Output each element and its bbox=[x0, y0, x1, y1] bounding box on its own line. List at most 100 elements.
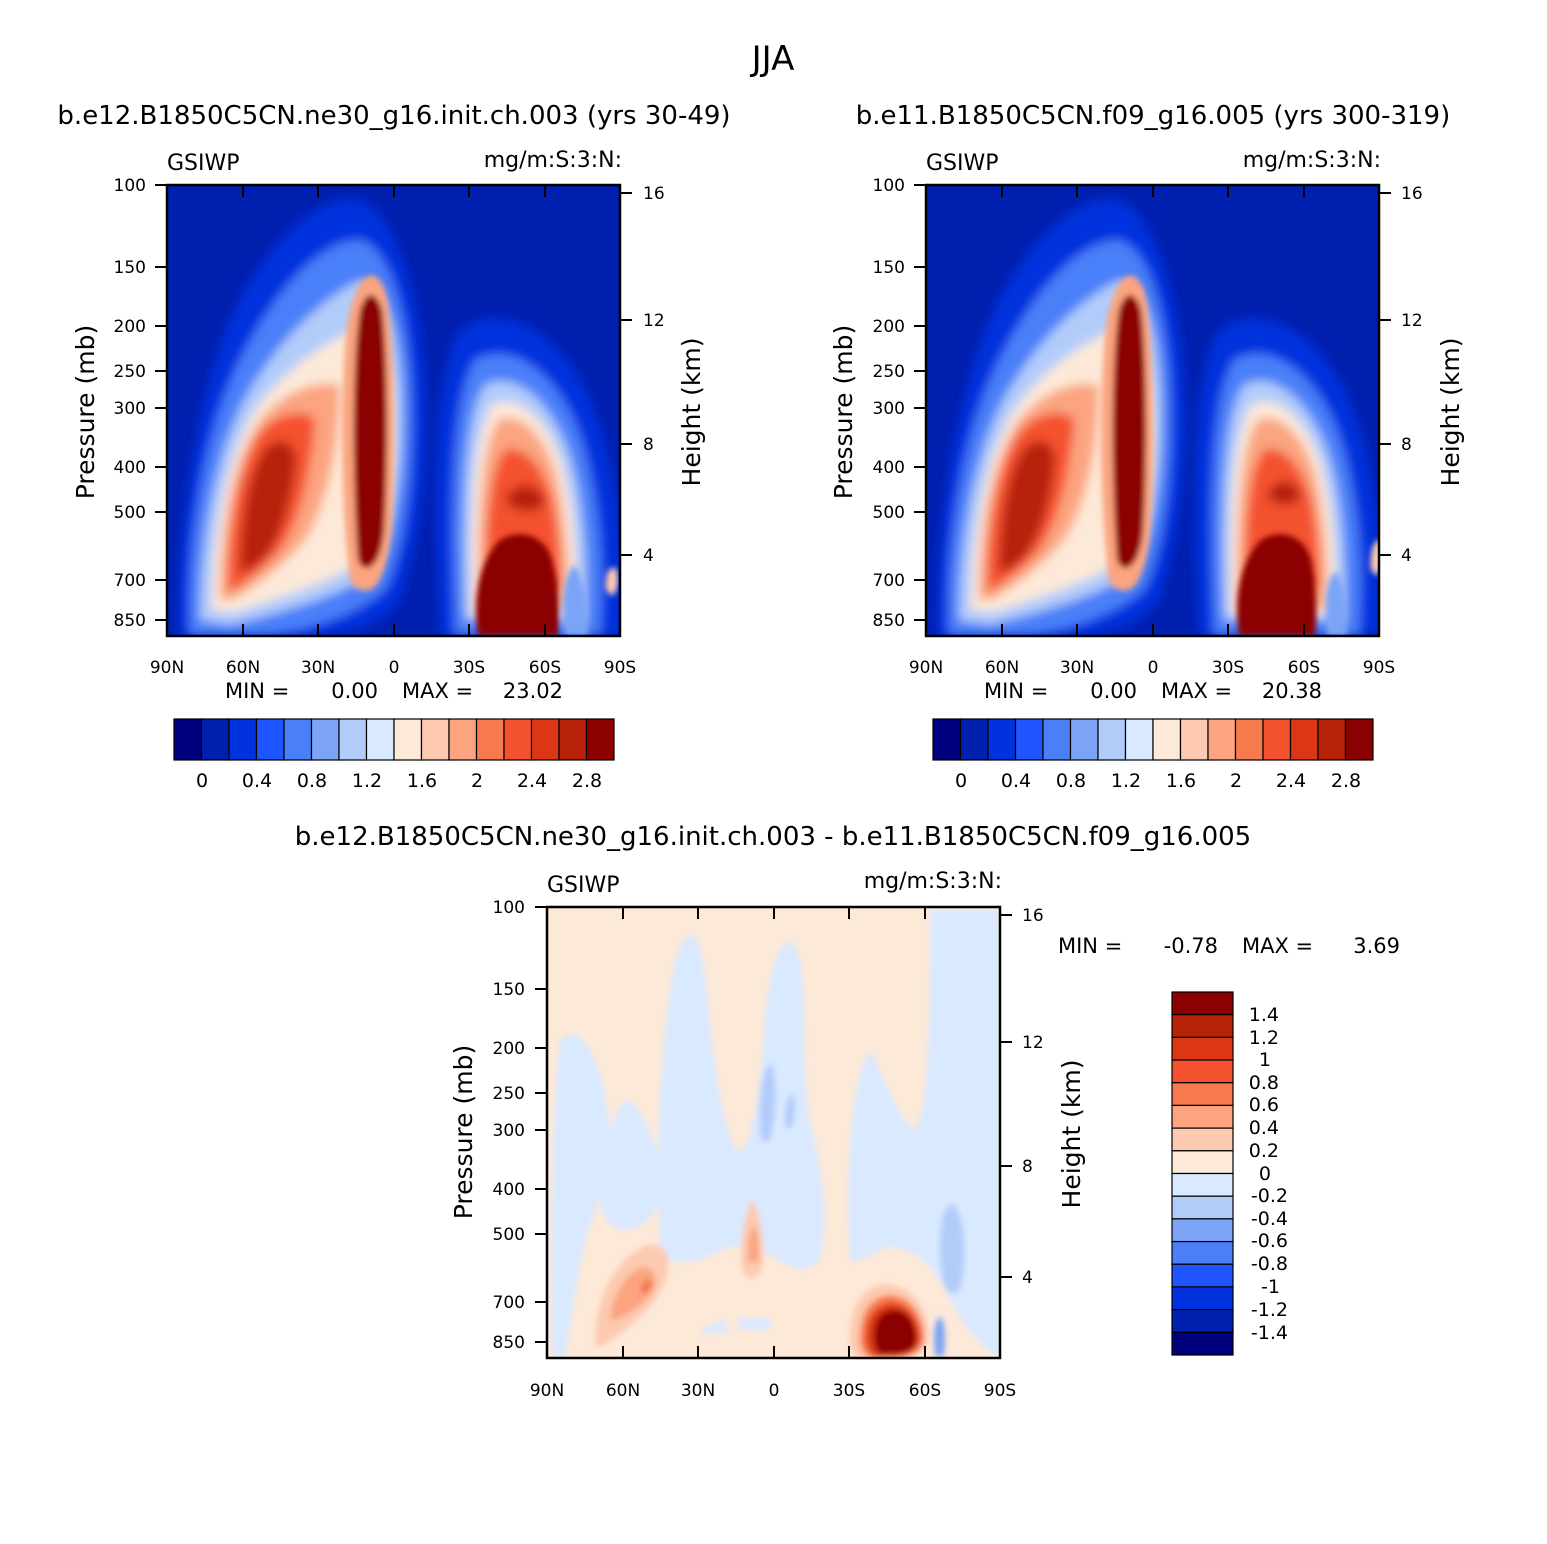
panel-1-ytick-label: 250 bbox=[114, 362, 146, 382]
panel-1-xtick-label: 30N bbox=[301, 658, 335, 678]
colorbar-swatch bbox=[1171, 1286, 1234, 1311]
panel-1-xtick-label: 0 bbox=[389, 658, 400, 678]
panel-3-colorbar-label: 0.6 bbox=[1249, 1094, 1279, 1116]
panel-3-plot-area bbox=[547, 907, 1000, 1358]
panel-3-colorbar-label: -0.6 bbox=[1251, 1230, 1288, 1252]
panel-1-y2tick-label: 12 bbox=[643, 311, 665, 331]
colorbar-swatch bbox=[1171, 1309, 1234, 1333]
colorbar-swatch bbox=[283, 718, 313, 761]
panel-2-ytick-label: 500 bbox=[873, 503, 905, 523]
panel-3-xtick-label: 30N bbox=[681, 1381, 715, 1401]
panel-3-pos-sh-1.4 bbox=[874, 1310, 916, 1354]
panel-3-xtick-label: 30S bbox=[833, 1381, 865, 1401]
panel-1-ylabel: Pressure (mb) bbox=[71, 325, 100, 499]
panel-2-units-label: mg/m:S:3:N: bbox=[1243, 148, 1381, 173]
panel-3-y2label: Height (km) bbox=[1057, 1060, 1086, 1209]
panel-3-colorbar-label: 0.2 bbox=[1249, 1140, 1279, 1162]
panel-2-colorbar-label: 1.2 bbox=[1111, 770, 1141, 792]
panel-1-y-axis: 100 150 200 250 300 400 500 700 850 Pres… bbox=[71, 176, 167, 631]
panel-2-level-2.8b bbox=[1267, 481, 1301, 505]
panel-1-colorbar-label: 2.8 bbox=[572, 770, 602, 792]
panel-1: b.e12.B1850C5CN.ne30_g16.init.ch.003 (yr… bbox=[57, 101, 730, 792]
page-title: JJA bbox=[750, 39, 795, 79]
colorbar-swatch bbox=[1171, 1263, 1234, 1288]
panel-3-ytick-label: 850 bbox=[493, 1333, 525, 1353]
panel-2-colorbar-label: 0.4 bbox=[1001, 770, 1031, 792]
colorbar-swatch bbox=[1234, 718, 1264, 761]
panel-3-ytick-label: 700 bbox=[493, 1293, 525, 1313]
panel-1-colorbar-label: 0.8 bbox=[297, 770, 327, 792]
panel-3-pos-trop-inner bbox=[747, 1225, 759, 1262]
panel-1-xtick-label: 60S bbox=[529, 658, 561, 678]
panel-3-min-label: MIN = bbox=[1058, 934, 1122, 958]
panel-3: b.e12.B1850C5CN.ne30_g16.init.ch.003 - b… bbox=[295, 822, 1400, 1401]
colorbar-swatch bbox=[173, 718, 203, 761]
colorbar-swatch bbox=[255, 718, 285, 761]
colorbar-swatch bbox=[1042, 718, 1072, 761]
colorbar-swatch bbox=[1171, 1331, 1234, 1356]
colorbar-swatch bbox=[1097, 718, 1127, 761]
panel-2-ytick-label: 700 bbox=[873, 571, 905, 591]
colorbar-swatch bbox=[1262, 718, 1292, 761]
panel-3-variable-label: GSIWP bbox=[547, 873, 620, 898]
colorbar-swatch bbox=[475, 718, 505, 761]
colorbar-swatch bbox=[987, 718, 1017, 761]
panel-2-y2-axis: 16 12 8 4 Height (km) bbox=[1379, 184, 1465, 566]
colorbar-swatch bbox=[1171, 1195, 1234, 1220]
colorbar-swatch bbox=[1069, 718, 1099, 761]
panel-3-max-label: MAX = bbox=[1242, 934, 1313, 958]
panel-1-sh-core bbox=[476, 534, 560, 636]
panel-3-colorbar-label: 1.4 bbox=[1249, 1004, 1279, 1026]
panel-2-y2label: Height (km) bbox=[1436, 338, 1465, 487]
panel-3-colorbar-label: -0.4 bbox=[1251, 1208, 1288, 1230]
panel-3-ytick-label: 150 bbox=[493, 980, 525, 1000]
panel-2-colorbar-label: 2.4 bbox=[1276, 770, 1306, 792]
panel-3-colorbar-label: 0 bbox=[1259, 1163, 1271, 1185]
panel-1-variable-label: GSIWP bbox=[167, 151, 240, 176]
colorbar-swatch bbox=[1179, 718, 1209, 761]
panel-3-colorbar bbox=[1171, 991, 1234, 1356]
panel-1-units-label: mg/m:S:3:N: bbox=[484, 148, 622, 173]
panel-3-xtick-label: 90S bbox=[984, 1381, 1016, 1401]
panel-3-neg-strip bbox=[700, 1318, 728, 1334]
panel-3-minmax: MIN = -0.78 MAX = 3.69 bbox=[1058, 934, 1400, 958]
panel-1-level-2.8b bbox=[505, 485, 545, 512]
panel-1-minmax: MIN = 0.00 MAX = 23.02 bbox=[225, 679, 563, 703]
colorbar-swatch bbox=[1171, 1218, 1234, 1243]
panel-3-neg-0.2-a bbox=[759, 1064, 776, 1142]
colorbar-swatch bbox=[1171, 1036, 1234, 1061]
colorbar-swatch bbox=[558, 718, 588, 761]
panel-1-colorbar-labels: 0 0.4 0.8 1.2 1.6 2 2.4 2.8 bbox=[196, 770, 602, 792]
colorbar-swatch bbox=[1152, 718, 1182, 761]
panel-3-pos-nh-inner bbox=[610, 1267, 656, 1320]
panel-2-ytick-label: 400 bbox=[873, 458, 905, 478]
panel-3-colorbar-label: 1.2 bbox=[1249, 1027, 1279, 1049]
colorbar-swatch bbox=[393, 718, 423, 761]
panel-3-units-label: mg/m:S:3:N: bbox=[864, 869, 1002, 894]
panel-3-y2tick-label: 8 bbox=[1022, 1157, 1033, 1177]
panel-2-colorbar-label: 1.6 bbox=[1166, 770, 1196, 792]
panel-3-colorbar-label: 0.4 bbox=[1249, 1117, 1279, 1139]
panel-1-y2tick-label: 16 bbox=[643, 184, 665, 204]
colorbar-swatch bbox=[1171, 1240, 1234, 1265]
panel-3-neg-upper-nh bbox=[551, 1034, 609, 1358]
colorbar-swatch bbox=[503, 718, 533, 761]
colorbar-swatch bbox=[1171, 1172, 1234, 1197]
panel-2-itcz-core bbox=[1112, 295, 1146, 568]
colorbar-swatch bbox=[310, 718, 340, 761]
panel-3-x-axis: 90N 60N 30N 0 30S 60S 90S bbox=[530, 907, 1016, 1401]
panel-1-min-value: 0.00 bbox=[331, 679, 378, 703]
panel-2-min-label: MIN = bbox=[984, 679, 1048, 703]
panel-1-colorbar-label: 2 bbox=[471, 770, 483, 792]
panel-1-min-label: MIN = bbox=[225, 679, 289, 703]
colorbar-swatch bbox=[1344, 718, 1374, 761]
panel-2-y2tick-label: 16 bbox=[1401, 184, 1423, 204]
panel-1-y2-axis: 16 12 8 4 Height (km) bbox=[620, 184, 706, 566]
panel-1-colorbar-label: 2.4 bbox=[517, 770, 547, 792]
panel-2-colorbar-label: 0 bbox=[955, 770, 967, 792]
panel-2-y2tick-label: 12 bbox=[1401, 311, 1423, 331]
panel-1-title: b.e12.B1850C5CN.ne30_g16.init.ch.003 (yr… bbox=[57, 101, 730, 131]
panel-3-ytick-label: 500 bbox=[493, 1225, 525, 1245]
colorbar-swatch bbox=[420, 718, 450, 761]
